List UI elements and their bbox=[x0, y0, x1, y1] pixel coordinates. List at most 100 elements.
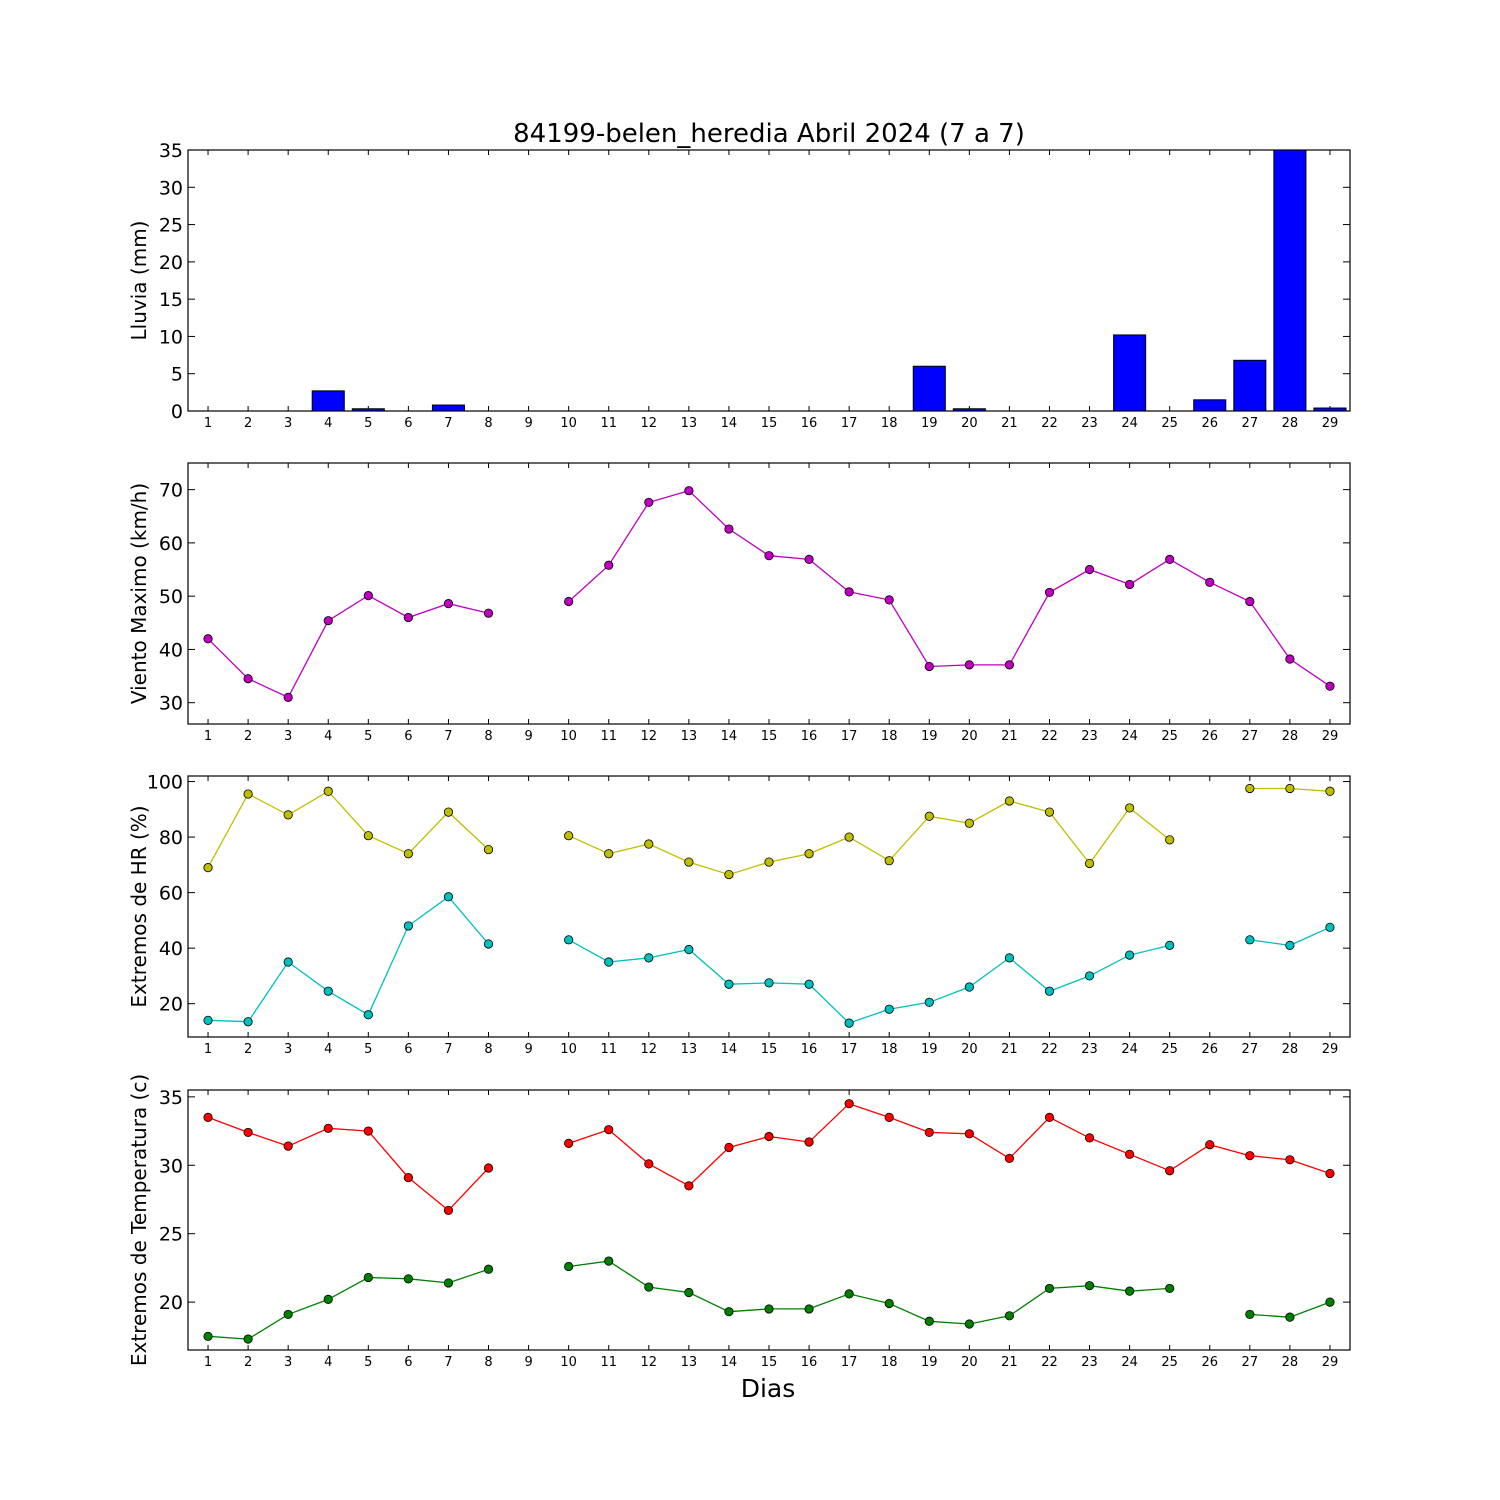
data-point-day-11 bbox=[604, 560, 614, 570]
data-point-day-1 bbox=[203, 1015, 213, 1025]
data-point-day-28 bbox=[1285, 1312, 1295, 1322]
data-point-day-25 bbox=[1165, 1166, 1175, 1176]
x-tick-label: 9 bbox=[524, 1355, 532, 1370]
data-point-day-22 bbox=[1044, 1112, 1055, 1122]
x-tick-label: 24 bbox=[1121, 729, 1138, 744]
bar-day-4 bbox=[311, 390, 345, 412]
data-point-day-25 bbox=[1165, 835, 1175, 845]
data-point-day-15 bbox=[764, 551, 774, 561]
y-axis-label-wind: Viento Maximo (km/h) bbox=[127, 483, 151, 704]
x-tick-label: 21 bbox=[1001, 729, 1018, 744]
data-point-day-21 bbox=[1004, 953, 1015, 963]
data-point-day-10 bbox=[564, 935, 574, 945]
x-tick-label: 23 bbox=[1081, 729, 1098, 744]
y-tick-label: 15 bbox=[159, 289, 183, 311]
x-tick-label: 7 bbox=[444, 1355, 452, 1370]
data-point-day-16 bbox=[804, 1137, 814, 1147]
y-tick-label: 30 bbox=[159, 693, 183, 715]
data-point-day-25 bbox=[1165, 940, 1175, 950]
data-point-day-14 bbox=[724, 1307, 734, 1317]
data-point-day-23 bbox=[1084, 971, 1095, 981]
x-tick-label: 17 bbox=[841, 416, 858, 431]
x-tick-label: 22 bbox=[1041, 729, 1058, 744]
data-point-day-22 bbox=[1044, 986, 1055, 996]
data-point-day-17 bbox=[844, 1018, 854, 1028]
x-tick-label: 28 bbox=[1282, 1042, 1299, 1057]
y-tick-label: 30 bbox=[159, 177, 183, 199]
data-point-day-10 bbox=[564, 1138, 574, 1148]
y-tick-label: 10 bbox=[159, 326, 183, 348]
x-tick-label: 25 bbox=[1161, 729, 1178, 744]
data-point-day-27 bbox=[1245, 1309, 1255, 1320]
data-point-day-12 bbox=[644, 1159, 654, 1169]
data-point-day-4 bbox=[323, 616, 333, 626]
x-tick-label: 5 bbox=[364, 1355, 372, 1370]
data-point-day-11 bbox=[604, 849, 614, 859]
data-point-day-17 bbox=[844, 832, 854, 842]
bar-day-20 bbox=[952, 408, 986, 412]
data-point-day-27 bbox=[1245, 1151, 1255, 1161]
data-point-day-13 bbox=[684, 1287, 694, 1298]
data-point-day-19 bbox=[924, 661, 934, 672]
x-tick-label: 8 bbox=[484, 1355, 492, 1370]
x-tick-label: 3 bbox=[284, 729, 292, 744]
chart-title: 84199-belen_heredia Abril 2024 (7 a 7) bbox=[513, 119, 1025, 149]
x-tick-label: 21 bbox=[1001, 416, 1018, 431]
data-point-day-12 bbox=[644, 839, 654, 849]
data-point-day-27 bbox=[1245, 783, 1255, 794]
data-point-day-15 bbox=[764, 1304, 774, 1314]
x-tick-label: 7 bbox=[444, 729, 452, 744]
data-point-day-24 bbox=[1125, 803, 1135, 813]
data-point-day-11 bbox=[604, 1256, 614, 1266]
x-tick-label: 2 bbox=[244, 1042, 252, 1057]
y-tick-label: 0 bbox=[171, 401, 183, 423]
data-point-day-19 bbox=[924, 1127, 934, 1138]
x-tick-label: 1 bbox=[204, 416, 212, 431]
x-tick-label: 4 bbox=[324, 1355, 332, 1370]
x-tick-label: 26 bbox=[1201, 1355, 1218, 1370]
x-tick-label: 19 bbox=[921, 416, 938, 431]
x-tick-label: 20 bbox=[961, 1355, 978, 1370]
data-point-day-3 bbox=[283, 957, 293, 967]
y-tick-label: 60 bbox=[159, 533, 183, 555]
y-axis-label-rain: Lluvia (mm) bbox=[127, 221, 151, 341]
x-tick-label: 15 bbox=[761, 1042, 778, 1057]
data-point-day-16 bbox=[804, 849, 814, 859]
bar-day-27 bbox=[1233, 359, 1267, 412]
data-point-day-5 bbox=[363, 1010, 373, 1020]
data-point-day-19 bbox=[924, 997, 934, 1007]
x-tick-label: 16 bbox=[801, 416, 818, 431]
x-tick-label: 21 bbox=[1001, 1355, 1018, 1370]
x-tick-label: 7 bbox=[444, 1042, 452, 1057]
x-tick-label: 17 bbox=[841, 1355, 858, 1370]
y-axis-label-temp: Extremos de Temperatura (c) bbox=[127, 1074, 151, 1366]
data-point-day-2 bbox=[243, 674, 253, 684]
x-tick-label: 26 bbox=[1201, 729, 1218, 744]
x-tick-label: 28 bbox=[1282, 729, 1299, 744]
data-point-day-17 bbox=[844, 1099, 854, 1109]
x-tick-label: 10 bbox=[560, 416, 577, 431]
x-tick-label: 28 bbox=[1282, 1355, 1299, 1370]
data-point-day-20 bbox=[964, 818, 974, 828]
data-point-day-20 bbox=[964, 660, 974, 670]
x-tick-label: 25 bbox=[1161, 416, 1178, 431]
x-tick-label: 14 bbox=[721, 1355, 738, 1370]
x-tick-label: 2 bbox=[244, 1355, 252, 1370]
data-point-day-6 bbox=[403, 612, 413, 623]
x-tick-label: 6 bbox=[404, 729, 412, 744]
data-point-day-5 bbox=[363, 1272, 373, 1283]
data-point-day-23 bbox=[1084, 858, 1095, 869]
y-tick-label: 20 bbox=[159, 994, 183, 1016]
series-line bbox=[568, 939, 1170, 1024]
data-point-day-10 bbox=[564, 831, 574, 841]
x-tick-label: 17 bbox=[841, 729, 858, 744]
data-point-day-12 bbox=[644, 497, 654, 508]
x-tick-label: 1 bbox=[204, 729, 212, 744]
x-tick-label: 29 bbox=[1322, 1355, 1339, 1370]
bar-day-29 bbox=[1313, 407, 1347, 412]
data-point-day-8 bbox=[483, 844, 494, 855]
x-tick-label: 22 bbox=[1041, 1042, 1058, 1057]
data-point-day-5 bbox=[363, 1126, 373, 1136]
